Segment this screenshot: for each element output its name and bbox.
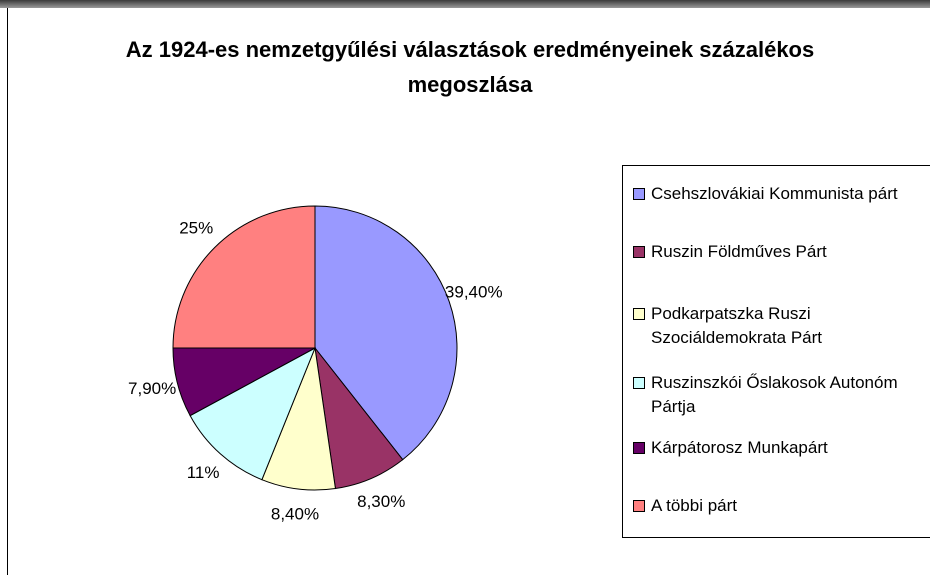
pie-slice <box>189 346 316 481</box>
legend-swatch <box>633 377 645 389</box>
data-label: 11% <box>187 463 220 482</box>
chart-title: Az 1924-es nemzetgyűlési választások ere… <box>125 37 815 97</box>
pie-slice <box>314 205 458 461</box>
border <box>7 8 8 575</box>
legend-label: Ruszinszkói Őslakosok Autonóm Pártja <box>651 373 898 416</box>
data-label: 39,40% <box>445 283 503 302</box>
legend-label: Csehszlovákiai Kommunista párt <box>651 184 898 203</box>
data-label: 8,30% <box>357 492 405 511</box>
data-label: 8,40% <box>271 504 319 523</box>
legend-swatch <box>633 500 645 512</box>
legend-swatch <box>633 308 645 320</box>
legend-swatch <box>633 442 645 454</box>
legend-label: Podkarpatszka Ruszi Szociáldemokrata Pár… <box>651 304 823 347</box>
window-bar <box>0 0 930 8</box>
legend-swatch <box>633 246 645 258</box>
legend: Csehszlovákiai Kommunista párt Ruszin Föl… <box>622 165 930 538</box>
pie-slice <box>172 205 316 349</box>
data-label: 7,90% <box>128 379 176 398</box>
legend-label: A többi párt <box>651 496 738 515</box>
legend-swatch <box>633 188 645 200</box>
data-label: 25% <box>179 219 213 238</box>
legend-label: Kárpátorosz Munkapárt <box>651 438 828 457</box>
legend-label: Ruszin Földműves Párt <box>651 242 827 261</box>
